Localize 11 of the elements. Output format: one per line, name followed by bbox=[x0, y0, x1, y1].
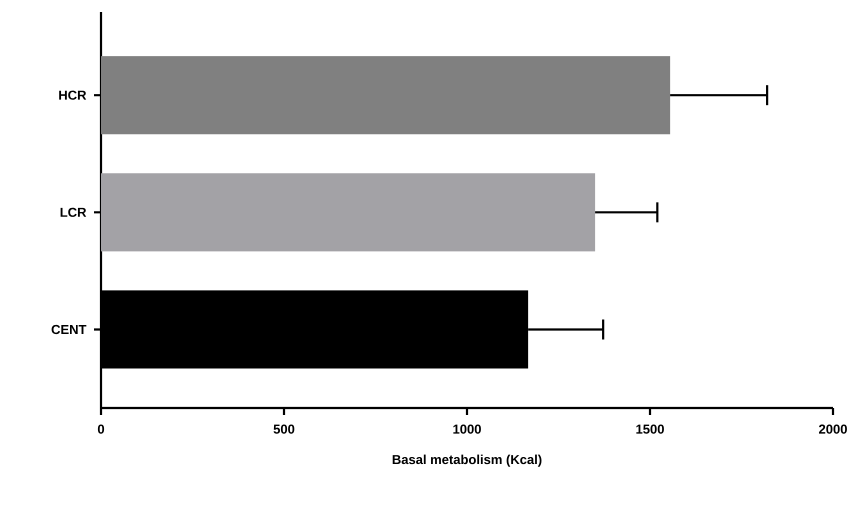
x-tick-label: 500 bbox=[274, 424, 294, 434]
x-tick-label: 1500 bbox=[636, 424, 664, 434]
x-axis-title: Basal metabolism (Kcal) bbox=[392, 454, 542, 467]
x-tick-label: 1000 bbox=[453, 424, 481, 434]
y-tick-label: CENT bbox=[52, 324, 86, 334]
bar bbox=[101, 56, 670, 134]
bar bbox=[101, 173, 596, 252]
y-tick-label: LCR bbox=[60, 208, 86, 217]
y-tick-label: HCR bbox=[59, 90, 86, 100]
x-tick-label: 0 bbox=[98, 424, 104, 434]
x-tick-label: 2000 bbox=[818, 424, 847, 434]
